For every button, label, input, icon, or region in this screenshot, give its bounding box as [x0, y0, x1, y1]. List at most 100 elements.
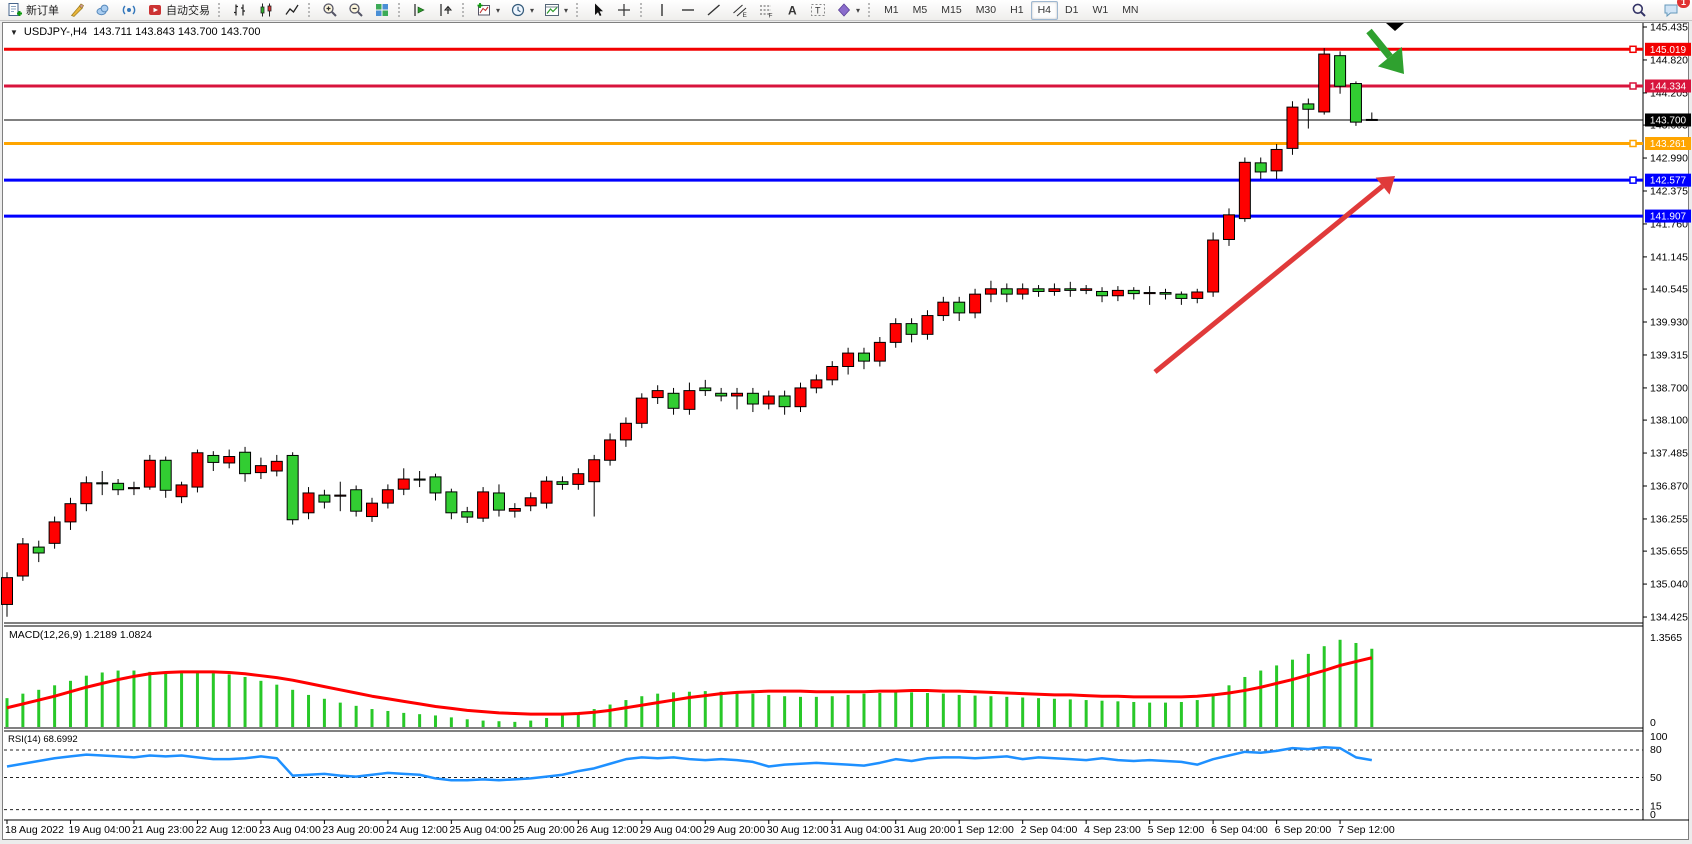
- chart-shift-button[interactable]: [433, 0, 459, 21]
- price-badge-label: 141.907: [1650, 212, 1687, 223]
- chart-title[interactable]: ▼ USDJPY-,H4 143.711 143.843 143.700 143…: [10, 26, 261, 38]
- timeframe-button-h1[interactable]: H1: [1010, 4, 1024, 16]
- notifications-button[interactable]: 1: [1658, 0, 1690, 21]
- candle: [1016, 288, 1029, 295]
- timeframe-button-m1[interactable]: M1: [884, 4, 899, 16]
- chevron-down-icon[interactable]: ▾: [496, 5, 501, 15]
- candle: [857, 352, 870, 362]
- macd-histogram-bar: [1195, 700, 1199, 727]
- arrows-button[interactable]: ▾: [831, 0, 865, 21]
- macd-histogram-bar: [560, 715, 564, 727]
- line-handle[interactable]: [1629, 82, 1637, 90]
- chart-symbol-period: USDJPY-,H4: [23, 26, 88, 38]
- timeframe-button-mn[interactable]: MN: [1122, 4, 1139, 16]
- bar-chart-button[interactable]: [227, 0, 253, 21]
- autotrading-button[interactable]: 自动交易: [142, 0, 215, 21]
- vertical-line-button[interactable]: [649, 0, 675, 21]
- timeframe-button-m15[interactable]: M15: [941, 4, 962, 16]
- tile-windows-button[interactable]: [369, 0, 395, 21]
- text-label-button[interactable]: T: [805, 0, 831, 21]
- macd-histogram-bar: [481, 720, 485, 727]
- horizontal-line-button[interactable]: [675, 0, 701, 21]
- price-tick-label: 142.990: [1650, 153, 1688, 165]
- search-button[interactable]: [1626, 0, 1652, 21]
- rally-arrow[interactable]: [1153, 184, 1385, 374]
- macd-histogram-bar: [291, 689, 295, 727]
- line-chart-button[interactable]: [279, 0, 305, 21]
- signals-button[interactable]: [116, 0, 142, 21]
- candle: [1207, 239, 1220, 293]
- candle: [302, 492, 315, 514]
- macd-histogram-bar: [1100, 700, 1104, 727]
- chart-title-collapse-icon[interactable]: ▼: [10, 27, 18, 37]
- timeframe-button-h4[interactable]: H4: [1030, 0, 1058, 20]
- chevron-down-icon[interactable]: ▾: [856, 5, 861, 15]
- cursor-button[interactable]: [585, 0, 611, 21]
- timeframe-button-d1[interactable]: D1: [1065, 4, 1079, 16]
- line-handle[interactable]: [1629, 45, 1637, 54]
- macd-histogram-bar: [132, 670, 136, 727]
- toolbar-separator: [640, 3, 646, 17]
- macd-histogram-bar: [989, 696, 993, 727]
- macd-histogram-bar: [100, 672, 104, 727]
- timeframe-button-m5[interactable]: M5: [912, 4, 928, 16]
- rally-arrow-head[interactable]: [1375, 176, 1395, 195]
- timeframe-button-m30[interactable]: M30: [975, 4, 997, 16]
- candle: [889, 323, 902, 343]
- horizontal-line-icon: [682, 9, 695, 11]
- price-badge-label: 144.334: [1650, 82, 1687, 93]
- periods-button[interactable]: ▾: [505, 0, 539, 21]
- time-tick-label: 31 Aug 04:00: [830, 824, 892, 836]
- price-tick-label: 138.700: [1650, 382, 1688, 394]
- macd-histogram-bar: [37, 689, 41, 727]
- templates-button[interactable]: ▾: [539, 0, 573, 21]
- vertical-line-icon: [661, 4, 663, 16]
- candle: [826, 365, 839, 381]
- text-button[interactable]: A: [779, 0, 805, 21]
- line-handle[interactable]: [1629, 176, 1637, 184]
- zoom-in-button[interactable]: [317, 0, 343, 21]
- channel-icon: E: [733, 4, 748, 18]
- macd-histogram-bar: [672, 692, 676, 727]
- crosshair-button[interactable]: [611, 0, 637, 21]
- candle: [32, 546, 45, 554]
- trendline-button[interactable]: [701, 0, 727, 21]
- equidistant-channel-button[interactable]: E: [727, 0, 753, 21]
- macd-histogram-bar: [1259, 670, 1263, 727]
- metaeditor-button[interactable]: [64, 0, 90, 21]
- chevron-down-icon[interactable]: ▾: [530, 5, 535, 15]
- macd-histogram-bar: [1084, 700, 1088, 727]
- line-handle[interactable]: [1629, 139, 1637, 148]
- macd-histogram-bar: [608, 704, 612, 727]
- text-label-icon: T: [811, 4, 826, 16]
- price-tick-label: 140.545: [1650, 284, 1688, 296]
- new-chart-button[interactable]: ▾: [471, 0, 505, 21]
- top-marker[interactable]: [1386, 23, 1404, 31]
- candle: [1000, 288, 1013, 295]
- new-order-button[interactable]: 新订单: [2, 0, 64, 21]
- time-tick-label: 29 Aug 20:00: [703, 824, 765, 836]
- svg-text:A: A: [788, 4, 797, 18]
- community-button[interactable]: [90, 0, 116, 21]
- fibonacci-button[interactable]: F: [753, 0, 779, 21]
- candlestick-chart-button[interactable]: [253, 0, 279, 21]
- zoom-out-button[interactable]: [343, 0, 369, 21]
- reversal-arrow-head[interactable]: [1377, 46, 1404, 74]
- macd-histogram-bar: [164, 673, 168, 727]
- timeframe-button-w1[interactable]: W1: [1092, 4, 1109, 16]
- candle: [96, 482, 109, 485]
- auto-scroll-button[interactable]: [407, 0, 433, 21]
- candle: [969, 293, 982, 314]
- candle: [492, 492, 505, 511]
- candle: [715, 392, 728, 397]
- candle: [445, 491, 458, 514]
- toolbar-separator: [218, 3, 224, 17]
- macd-histogram-bar: [1306, 653, 1310, 727]
- candle: [921, 315, 934, 335]
- candle: [556, 481, 569, 485]
- reversal-arrow[interactable]: [1366, 28, 1393, 59]
- time-tick-label: 21 Aug 23:00: [132, 824, 194, 836]
- candle: [1349, 83, 1362, 123]
- macd-histogram-bar: [418, 714, 422, 727]
- chevron-down-icon[interactable]: ▾: [564, 5, 569, 15]
